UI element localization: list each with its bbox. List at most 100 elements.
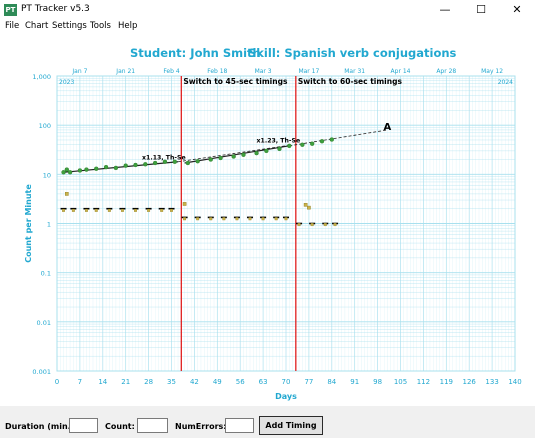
correct-point xyxy=(277,146,282,151)
error-point xyxy=(170,208,173,212)
correct-point xyxy=(152,160,158,166)
y-tick-label: 1 xyxy=(47,221,51,229)
menu-help[interactable]: Help xyxy=(118,21,138,31)
x-tick-label: 63 xyxy=(259,378,268,386)
celeration-line xyxy=(184,145,290,164)
projection-line xyxy=(289,129,388,147)
menu-chart[interactable]: Chart xyxy=(25,21,49,31)
y-tick-label: 0.1 xyxy=(41,270,51,278)
x-tick-label: 84 xyxy=(327,378,336,386)
x-tick-label: 35 xyxy=(167,378,176,386)
menu-bar: File Chart Settings Tools Help xyxy=(0,20,535,33)
error-point xyxy=(310,223,314,227)
y-tick-label: 100 xyxy=(39,122,51,130)
menu-settings[interactable]: Settings xyxy=(52,21,87,31)
phase-change-label: Switch to 60-sec timings xyxy=(298,77,403,86)
menu-file[interactable]: File xyxy=(5,21,20,31)
menu-tools[interactable]: Tools xyxy=(90,21,111,31)
x-tick-label: 112 xyxy=(417,378,430,386)
correct-point xyxy=(287,143,292,148)
x-tick-label: 21 xyxy=(121,378,130,386)
correct-point xyxy=(172,159,177,164)
timing-entry-bar: Duration (min.): Count: NumErrors: Add T… xyxy=(0,406,535,438)
add-timing-button[interactable]: Add Timing xyxy=(259,416,323,435)
phase-change-lines: Switch to 45-sec timings Switch to 60-sec… xyxy=(180,76,403,371)
correct-point xyxy=(300,142,305,147)
app-logo-icon: PT xyxy=(4,4,17,16)
error-point xyxy=(107,208,111,212)
chart-tick-labels: 0.001 0.01 0.1 1 10 100 1,000 0 7 14 21 28 35 42 49 56 6… xyxy=(32,68,521,386)
celeration-label: x1.23, Th-Se xyxy=(257,138,301,145)
correct-point xyxy=(231,154,236,159)
correct-point xyxy=(84,167,89,172)
chart-grid xyxy=(56,75,516,372)
top-year-left: 2023 xyxy=(59,79,74,86)
error-point xyxy=(134,208,137,212)
top-date-label: Jan 7 xyxy=(71,68,87,75)
error-point xyxy=(235,217,239,221)
error-point xyxy=(65,192,69,196)
x-tick-label: 140 xyxy=(508,378,521,386)
correct-point xyxy=(113,165,119,171)
count-label: Count: xyxy=(105,422,135,431)
x-tick-label: 42 xyxy=(190,378,199,386)
student-name: Student: John Smith xyxy=(130,46,261,60)
correct-point xyxy=(77,168,83,173)
x-tick-label: 7 xyxy=(78,378,82,386)
y-tick-label: 0.01 xyxy=(37,319,51,327)
x-tick-label: 56 xyxy=(236,378,245,386)
correct-point xyxy=(310,141,315,146)
correct-point xyxy=(143,162,148,167)
error-point xyxy=(62,208,65,212)
correct-point xyxy=(94,166,99,171)
error-point xyxy=(196,217,200,221)
error-point xyxy=(94,208,98,212)
duration-label: Duration (min.): xyxy=(5,422,78,431)
error-point xyxy=(222,217,226,221)
error-point xyxy=(307,205,311,210)
x-tick-label: 0 xyxy=(55,378,59,386)
error-point xyxy=(120,208,124,212)
duration-input[interactable] xyxy=(69,418,98,433)
skill-name: Skill: Spanish verb conjugations xyxy=(248,46,457,60)
x-tick-label: 49 xyxy=(213,378,222,386)
x-tick-label: 70 xyxy=(282,378,291,386)
error-point xyxy=(284,217,288,221)
chart-data-marks: x1.13, Th-Se x1.23, Th-Se A xyxy=(60,122,392,227)
phase-change-label: Switch to 45-sec timings xyxy=(183,77,288,86)
correct-point xyxy=(61,170,66,175)
correct-point xyxy=(123,163,128,168)
title-bar: PT PT Tracker v5.3 — ☐ ✕ xyxy=(0,0,535,20)
y-tick-label: 0.001 xyxy=(32,368,51,376)
x-tick-label: 133 xyxy=(485,378,498,386)
correct-point xyxy=(162,159,168,164)
top-date-label: Feb 18 xyxy=(207,68,227,75)
error-point xyxy=(209,217,213,221)
correct-point xyxy=(185,160,191,166)
x-tick-label: 119 xyxy=(440,378,453,386)
top-date-label: May 12 xyxy=(481,68,503,75)
y-tick-label: 10 xyxy=(43,171,51,179)
y-axis-label: Count per Minute xyxy=(24,184,33,263)
y-tick-label: 1,000 xyxy=(32,73,51,81)
error-point xyxy=(323,223,327,227)
celeration-chart[interactable]: Student: John Smith Skill: Spanish verb … xyxy=(0,33,535,406)
x-tick-label: 105 xyxy=(394,378,407,386)
errors-label: NumErrors: xyxy=(175,422,227,431)
error-point xyxy=(71,208,75,212)
close-button[interactable]: ✕ xyxy=(512,3,522,16)
celeration-label: x1.13, Th-Se xyxy=(142,155,186,162)
minimize-button[interactable]: — xyxy=(439,3,451,16)
correct-point xyxy=(195,159,200,164)
top-date-label: Apr 28 xyxy=(436,68,456,75)
error-point xyxy=(183,217,187,221)
error-point xyxy=(303,203,308,207)
top-date-label: Feb 4 xyxy=(163,68,180,75)
errors-input[interactable] xyxy=(225,418,254,433)
error-point xyxy=(274,217,278,221)
correct-point xyxy=(329,137,334,142)
count-input[interactable] xyxy=(137,418,168,433)
error-point xyxy=(160,208,164,212)
maximize-button[interactable]: ☐ xyxy=(476,3,486,16)
correct-point xyxy=(254,150,259,156)
